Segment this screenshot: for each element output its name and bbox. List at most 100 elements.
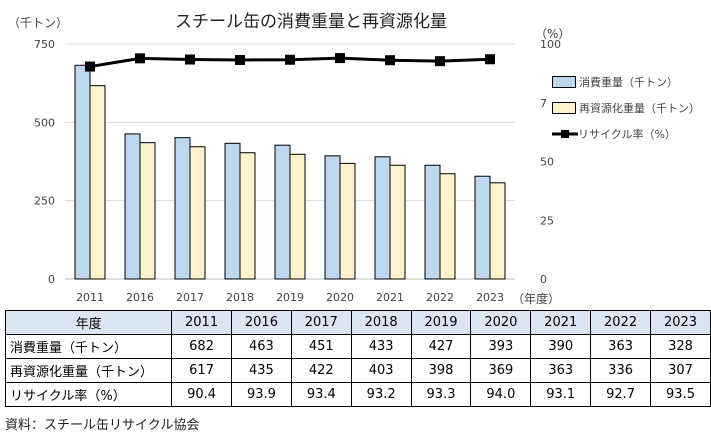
data-table: 年度 2011 2016 2017 2018 2019 2020 2021 20… [4, 310, 711, 407]
table-cell: 422 [290, 358, 352, 383]
table-cell: 93.1 [530, 382, 592, 407]
left-tick-label: 0 [48, 273, 55, 286]
table-cell: 336 [590, 358, 652, 383]
table-header-cell: 2017 [290, 310, 352, 335]
table-cell: 363 [530, 358, 592, 383]
right-tick-label: 100 [540, 38, 561, 51]
bar-recycled [439, 173, 456, 280]
recycling-rate-point [335, 53, 345, 64]
recycling-rate-point [485, 54, 495, 65]
bar-recycled [339, 162, 356, 280]
chart-title: スチール缶の消費重量と再資源化量 [175, 12, 447, 32]
bar-consumption [374, 156, 391, 280]
table-row: 再資源化重量（千トン） 617 435 422 403 398 369 363 336 307 [4, 358, 711, 383]
recycling-rate-point [435, 56, 445, 67]
bar-consumption [274, 144, 291, 280]
x-axis-unit: （年度） [512, 292, 561, 306]
bar-consumption [124, 133, 141, 280]
left-axis-unit: （千トン） [8, 16, 69, 30]
bar-recycled [89, 85, 106, 280]
table-row-label: 消費重量（千トン） [4, 334, 173, 359]
table-cell: 393 [470, 334, 532, 359]
bar-recycled [489, 182, 506, 280]
table-cell: 307 [650, 358, 711, 383]
x-tick-label: 2023 [476, 291, 504, 304]
legend-item-consumption: 消費重量（千トン） [552, 74, 678, 90]
table-header-cell: 2016 [231, 310, 292, 335]
bar-recycled [139, 142, 156, 280]
x-tick-label: 2019 [276, 291, 304, 304]
table-cell: 390 [530, 334, 592, 359]
source-note: 資料：スチール缶リサイクル協会 [5, 418, 200, 433]
legend-label: 消費重量（千トン） [579, 76, 678, 89]
bar-recycled [239, 152, 256, 280]
x-tick-label: 2016 [126, 291, 154, 304]
x-tick-label: 2018 [226, 291, 254, 304]
x-tick-label: 2017 [176, 291, 204, 304]
bar-recycled [389, 164, 406, 280]
table-cell: 433 [350, 334, 412, 359]
legend-item-rate: リサイクル率（%） [552, 126, 676, 142]
bar-consumption [474, 175, 491, 280]
table-cell: 451 [290, 334, 352, 359]
legend-label: リサイクル率（%） [578, 128, 676, 141]
legend-label: 再資源化重量（千トン） [579, 102, 700, 115]
table-header-cell: 2020 [470, 310, 532, 335]
legend-item-recycled: 再資源化重量（千トン） [552, 100, 700, 116]
x-tick-label: 2021 [376, 291, 404, 304]
table-cell: 93.4 [290, 382, 352, 407]
table-cell: 617 [171, 358, 232, 383]
recycling-rate-point [135, 53, 145, 64]
x-tick-label: 2020 [326, 291, 354, 304]
legend-swatch-blue [552, 76, 576, 88]
table-cell: 93.3 [410, 382, 472, 407]
right-tick-label: 0 [540, 273, 547, 286]
table-cell: 403 [350, 358, 412, 383]
table-cell: 435 [231, 358, 292, 383]
table-cell: 328 [650, 334, 711, 359]
recycling-rate-point [85, 61, 95, 72]
bar-consumption [424, 164, 441, 280]
table-cell: 93.5 [650, 382, 711, 407]
x-tick-label: 2011 [76, 291, 104, 304]
right-axis-unit: （%） [535, 27, 571, 41]
recycling-rate-point [235, 54, 245, 65]
table-cell: 92.7 [590, 382, 652, 407]
bar-recycled [289, 153, 306, 280]
table-header-cell: 2018 [350, 310, 412, 335]
left-tick-label: 250 [34, 195, 55, 208]
bar-consumption [74, 64, 91, 280]
table-cell: 93.9 [231, 382, 292, 407]
right-tick-label: 25 [540, 214, 554, 227]
table-cell: 93.2 [350, 382, 412, 407]
table-header-cell: 2011 [171, 310, 232, 335]
recycling-rate-point [185, 54, 195, 65]
table-cell: 94.0 [470, 382, 532, 407]
recycling-rate-point [285, 54, 295, 65]
table-row: 消費重量（千トン） 682 463 451 433 427 393 390 363 328 [4, 334, 711, 359]
bar-recycled [189, 146, 206, 280]
bar-consumption [324, 155, 341, 280]
table-header-cell: 2023 [650, 310, 711, 335]
table-cell: 90.4 [171, 382, 232, 407]
legend-line-marker-icon [552, 130, 578, 138]
table-cell: 369 [470, 358, 532, 383]
left-tick-label: 750 [34, 38, 55, 51]
plot-area: 0 250 500 750 0 25 50 7 100 2011 2016 2017 2018 2019 2… [34, 38, 561, 304]
table-cell: 682 [171, 334, 232, 359]
bar-consumption [224, 142, 241, 280]
table-row-label: リサイクル率（%） [4, 382, 173, 407]
table-header-cell: 2022 [590, 310, 652, 335]
table-header-row: 年度 2011 2016 2017 2018 2019 2020 2021 20… [4, 310, 711, 335]
table-cell: 398 [410, 358, 472, 383]
table-cell: 463 [231, 334, 292, 359]
recycling-rate-point [385, 55, 395, 66]
table-header-cell: 2019 [410, 310, 472, 335]
table-cell: 363 [590, 334, 652, 359]
table-header-year: 年度 [4, 310, 173, 335]
legend-swatch-yellow [552, 102, 576, 114]
right-tick-label: 7 [540, 97, 547, 110]
left-tick-label: 500 [34, 116, 55, 129]
table-cell: 427 [410, 334, 472, 359]
